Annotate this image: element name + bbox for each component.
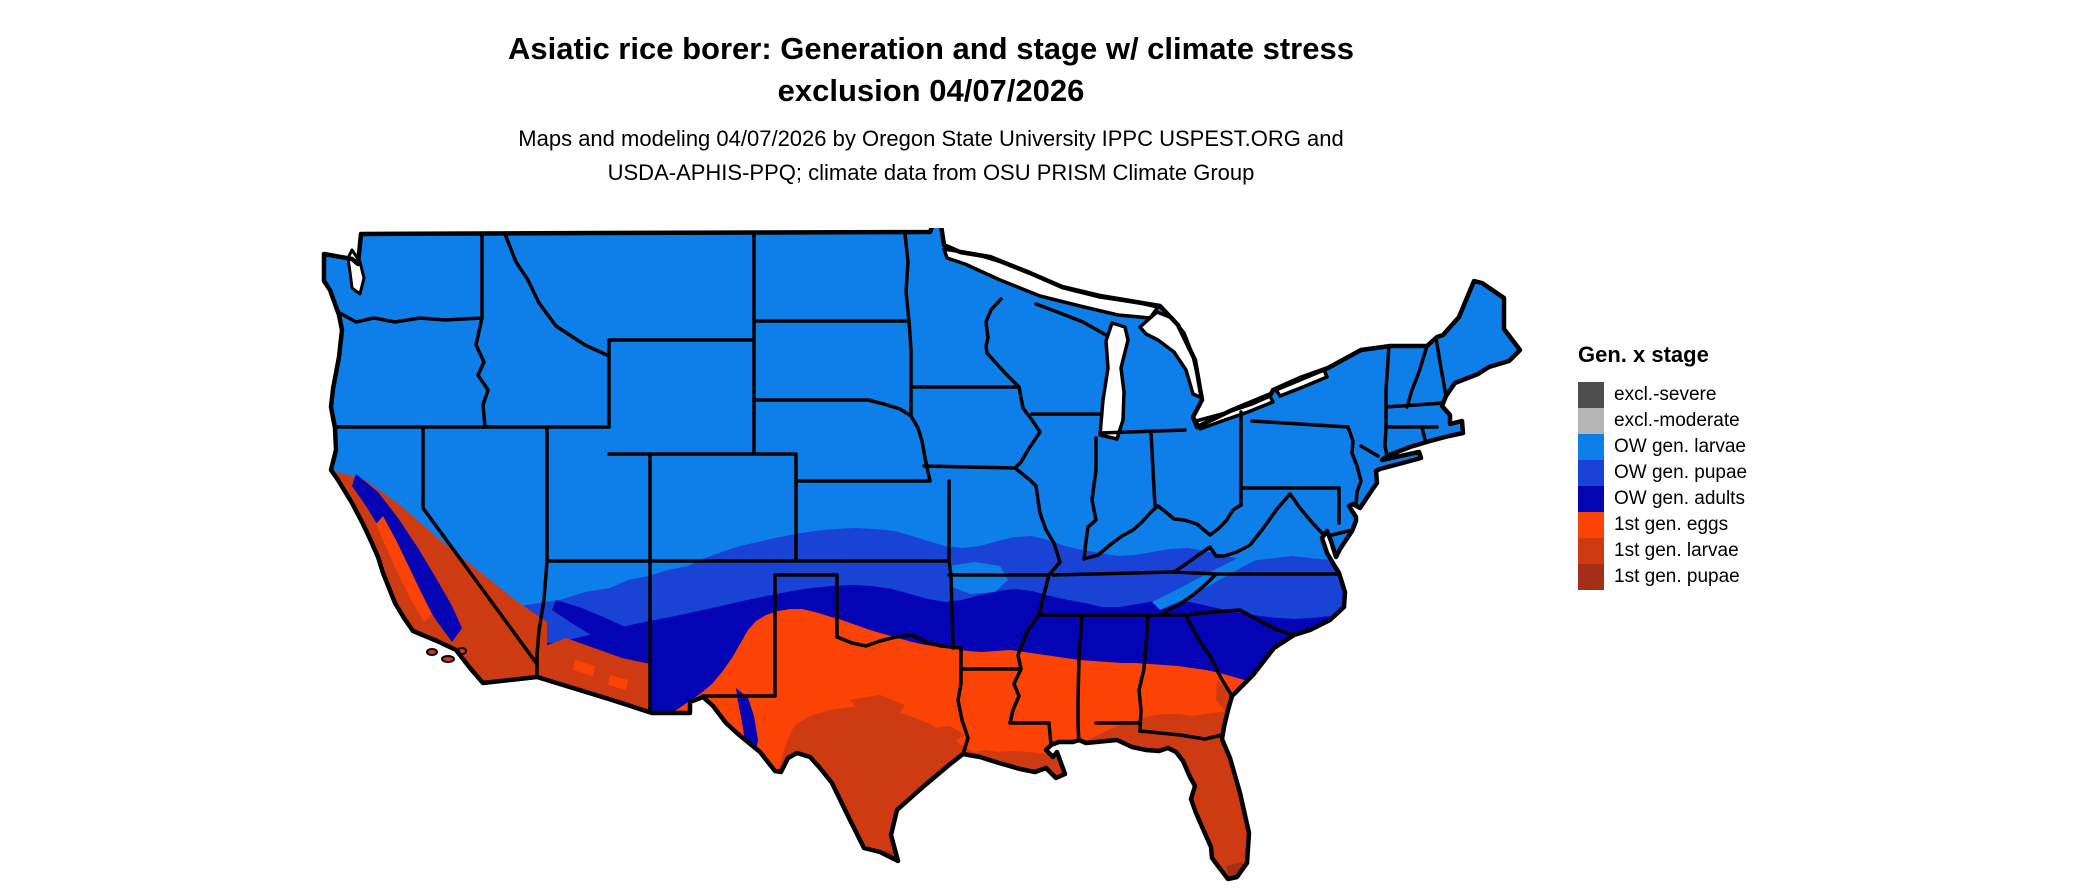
relief-sierra-nevada-adults (352, 474, 462, 642)
map-title-line1: Asiatic rice borer: Generation and stage… (508, 31, 1354, 66)
legend-item-1st-larvae: 1st gen. larvae (1578, 538, 1747, 564)
state-borders (329, 232, 1448, 756)
legend-item-excl-severe: excl.-severe (1578, 382, 1747, 408)
legend-label: 1st gen. larvae (1614, 540, 1739, 561)
map-subtitle-line1: Maps and modeling 04/07/2026 by Oregon S… (518, 126, 1344, 151)
mottle-texas-2 (920, 726, 965, 744)
legend-label: OW gen. larvae (1614, 436, 1746, 457)
legend: Gen. x stage excl.-severe excl.-moderate… (1578, 342, 1747, 590)
region-central-valley-eggs (376, 516, 432, 622)
mottle-texas-1 (850, 695, 905, 720)
relief-pecos-valley-adults (736, 688, 758, 760)
region-arizona-1st-larvae (537, 638, 650, 714)
mottle-arizona-eggs-2 (608, 675, 628, 690)
us-map (321, 228, 1523, 882)
map-subtitle-line2: USDA-APHIS-PPQ; climate data from OSU PR… (607, 160, 1255, 185)
legend-label: 1st gen. eggs (1614, 514, 1729, 535)
legend-swatch-excl-moderate (1578, 408, 1604, 434)
us-outline (321, 228, 1523, 882)
legend-swatch-ow-adults (1578, 486, 1604, 512)
legend-label: excl.-moderate (1614, 410, 1740, 431)
legend-item-ow-pupae: OW gen. pupae (1578, 460, 1747, 486)
stage-regions (324, 228, 1520, 879)
legend-item-ow-adults: OW gen. adults (1578, 486, 1747, 512)
map-subtitle: Maps and modeling 04/07/2026 by Oregon S… (315, 122, 1547, 190)
map-title-line2: exclusion 04/07/2026 (777, 73, 1085, 108)
relief-mogollon-rim-adults (552, 600, 650, 662)
legend-swatch-ow-pupae (1578, 460, 1604, 486)
legend-label: OW gen. adults (1614, 488, 1745, 509)
legend-swatch-excl-severe (1578, 382, 1604, 408)
mottle-arizona-eggs-1 (573, 660, 595, 676)
legend-label: excl.-severe (1614, 384, 1717, 405)
legend-swatch-1st-eggs (1578, 512, 1604, 538)
legend-swatch-ow-larvae (1578, 434, 1604, 460)
legend-item-ow-larvae: OW gen. larvae (1578, 434, 1747, 460)
legend-item-1st-pupae: 1st gen. pupae (1578, 564, 1747, 590)
legend-label: 1st gen. pupae (1614, 566, 1740, 587)
lake-michigan (1098, 321, 1130, 441)
legend-item-1st-eggs: 1st gen. eggs (1578, 512, 1747, 538)
map-title: Asiatic rice borer: Generation and stage… (315, 28, 1547, 112)
legend-swatch-1st-larvae (1578, 538, 1604, 564)
legend-swatch-1st-pupae (1578, 564, 1604, 590)
legend-label: OW gen. pupae (1614, 462, 1748, 483)
relief-ozark-plateau (948, 562, 1008, 594)
legend-title: Gen. x stage (1578, 342, 1709, 367)
legend-item-excl-moderate: excl.-moderate (1578, 408, 1747, 434)
